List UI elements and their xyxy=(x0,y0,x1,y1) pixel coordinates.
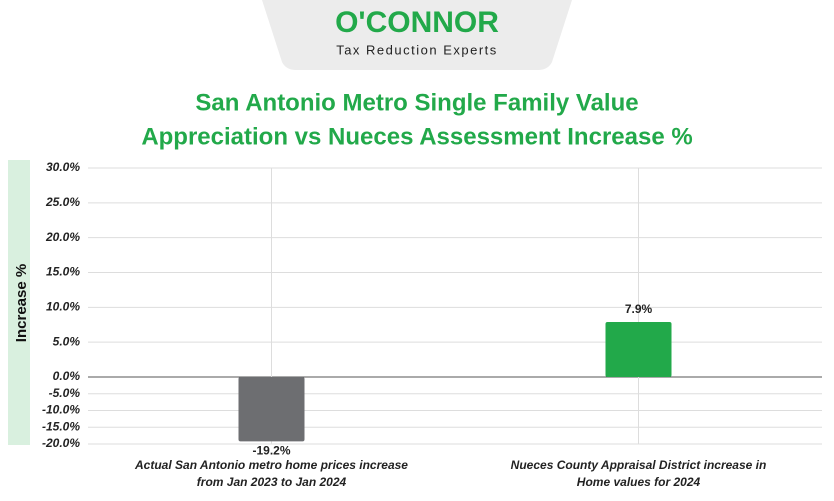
data-label: -19.2% xyxy=(252,443,290,457)
x-tick-label: Nueces County Appraisal District increas… xyxy=(511,458,767,472)
y-axis-label: Increase % xyxy=(13,264,30,342)
y-tick-label: 0.0% xyxy=(53,369,81,383)
logo-tab xyxy=(262,0,572,70)
y-tick-label: -5.0% xyxy=(49,386,81,400)
y-tick-label: -20.0% xyxy=(42,436,80,450)
x-tick-label: Home values for 2024 xyxy=(577,475,701,489)
chart-title: Appreciation vs Nueces Assessment Increa… xyxy=(141,123,692,150)
bar xyxy=(238,377,305,442)
chart-title: San Antonio Metro Single Family Value xyxy=(195,89,638,116)
y-tick-label: 15.0% xyxy=(46,265,80,279)
y-tick-label: -10.0% xyxy=(42,403,80,417)
brand-name: O'CONNOR xyxy=(335,6,499,39)
y-label-box xyxy=(8,160,30,445)
y-tick-label: 5.0% xyxy=(53,334,81,348)
bar xyxy=(605,321,672,377)
brand-tagline: Tax Reduction Experts xyxy=(336,42,498,57)
x-tick-label: Actual San Antonio metro home prices inc… xyxy=(134,458,408,472)
x-tick-label: from Jan 2023 to Jan 2024 xyxy=(197,475,347,489)
y-tick-label: 30.0% xyxy=(46,160,80,174)
y-tick-label: 25.0% xyxy=(45,195,80,209)
y-tick-label: 10.0% xyxy=(46,300,80,314)
y-tick-label: -15.0% xyxy=(42,419,80,433)
y-tick-label: 20.0% xyxy=(45,230,80,244)
data-label: 7.9% xyxy=(625,302,653,316)
